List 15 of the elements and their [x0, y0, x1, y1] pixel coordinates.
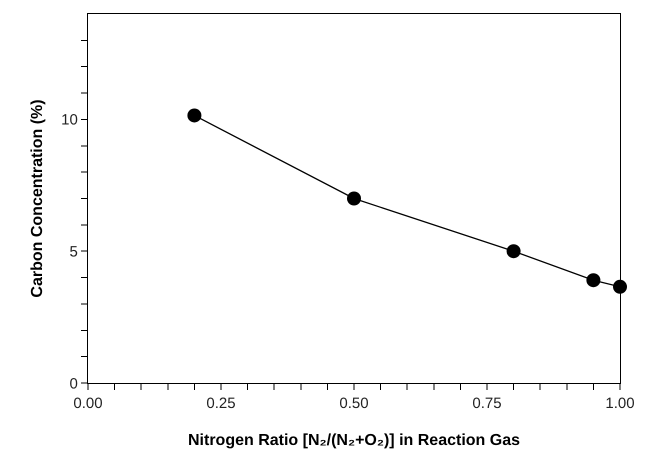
x-tick-label: 0.00	[73, 395, 103, 412]
x-axis-title: Nitrogen Ratio [N₂/(N₂+O₂)] in Reaction Gas	[188, 432, 520, 449]
y-tick-label: 0	[70, 375, 78, 392]
y-axis-title: Carbon Concentration (%)	[29, 99, 46, 298]
point	[506, 244, 521, 258]
x-tick-label: 1.00	[605, 395, 635, 412]
point	[586, 273, 600, 288]
point	[187, 108, 202, 122]
point	[613, 280, 627, 294]
y-tick-label: 10	[61, 112, 78, 129]
x-tick-label: 0.25	[206, 395, 236, 412]
point	[347, 192, 361, 206]
x-tick-label: 0.75	[472, 395, 502, 412]
x-tick-label: 0.50	[339, 395, 369, 412]
y-tick-label: 5	[70, 243, 78, 260]
